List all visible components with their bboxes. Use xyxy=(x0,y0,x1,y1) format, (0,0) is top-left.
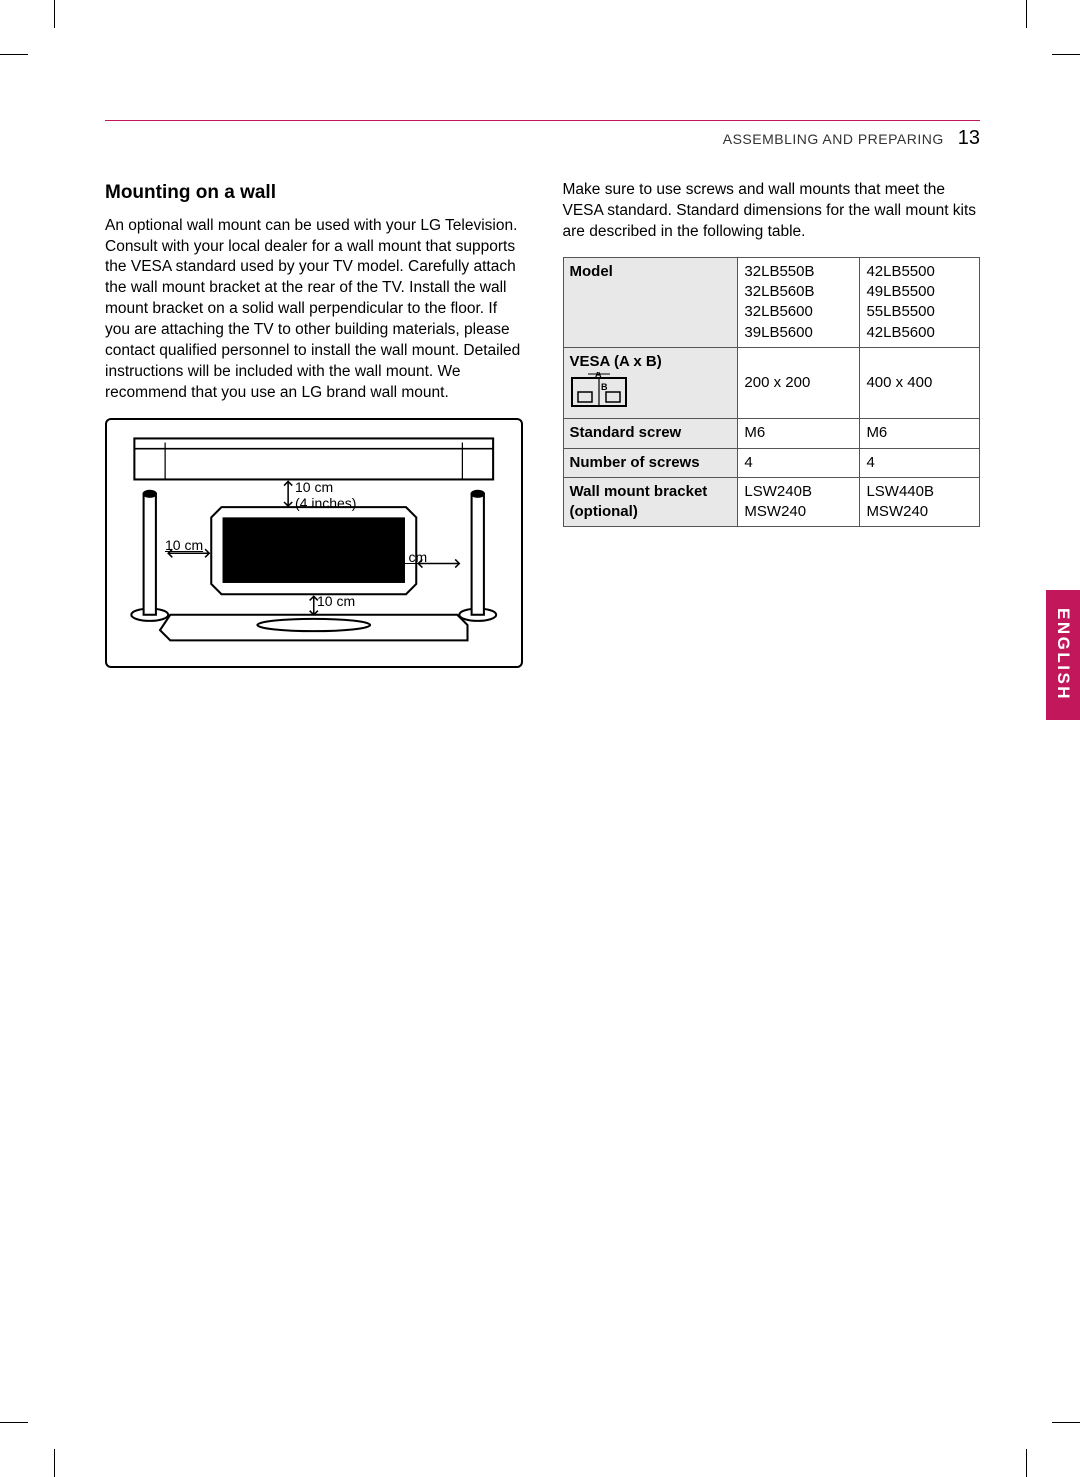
diagram-label-left: 10 cm xyxy=(165,536,203,555)
vesa-icon: A B xyxy=(570,372,628,408)
model-header: Model xyxy=(563,257,738,347)
screw-col2: M6 xyxy=(860,419,980,448)
vesa-intro: Make sure to use screws and wall mounts … xyxy=(563,180,981,243)
bracket-col1: LSW240B MSW240 xyxy=(738,477,860,527)
svg-text:A: A xyxy=(595,372,602,379)
language-label: ENGLISH xyxy=(1053,608,1073,701)
language-tab: ENGLISH xyxy=(1046,590,1080,720)
table-row: VESA (A x B) A B 200 x 200 400 x 400 xyxy=(563,347,980,419)
right-column: Make sure to use screws and wall mounts … xyxy=(563,180,981,668)
left-column: Mounting on a wall An optional wall moun… xyxy=(105,180,523,668)
vesa-col1: 200 x 200 xyxy=(738,347,860,419)
header-page-number: 13 xyxy=(958,127,980,150)
vesa-label: VESA (A x B) xyxy=(570,352,732,372)
diagram-label-top-sub: (4 inches) xyxy=(295,494,356,513)
screw-col1: M6 xyxy=(738,419,860,448)
section-title: Mounting on a wall xyxy=(105,180,523,206)
vesa-col2: 400 x 400 xyxy=(860,347,980,419)
header-rule xyxy=(105,120,980,121)
numscrews-col2: 4 xyxy=(860,448,980,477)
table-row: Standard screw M6 M6 xyxy=(563,419,980,448)
svg-text:B: B xyxy=(601,382,608,392)
wall-mount-diagram: 10 cm (4 inches) 10 cm 10 cm 10 cm xyxy=(105,418,523,668)
page-content: ASSEMBLING AND PREPARING 13 Mounting on … xyxy=(105,120,980,668)
bracket-header: Wall mount bracket (optional) xyxy=(563,477,738,527)
diagram-label-bottom: 10 cm xyxy=(317,592,355,611)
model-col1: 32LB550B 32LB560B 32LB5600 39LB5600 xyxy=(738,257,860,347)
screw-header: Standard screw xyxy=(563,419,738,448)
mounting-paragraph: An optional wall mount can be used with … xyxy=(105,216,523,404)
table-row: Model 32LB550B 32LB560B 32LB5600 39LB560… xyxy=(563,257,980,347)
vesa-table: Model 32LB550B 32LB560B 32LB5600 39LB560… xyxy=(563,257,981,528)
page-header: ASSEMBLING AND PREPARING 13 xyxy=(105,127,980,150)
numscrews-col1: 4 xyxy=(738,448,860,477)
diagram-label-right: 10 cm xyxy=(389,548,427,567)
bracket-col2: LSW440B MSW240 xyxy=(860,477,980,527)
vesa-header: VESA (A x B) A B xyxy=(563,347,738,419)
table-row: Number of screws 4 4 xyxy=(563,448,980,477)
header-section-label: ASSEMBLING AND PREPARING xyxy=(723,131,944,147)
table-row: Wall mount bracket (optional) LSW240B MS… xyxy=(563,477,980,527)
content-columns: Mounting on a wall An optional wall moun… xyxy=(105,180,980,668)
model-col2: 42LB5500 49LB5500 55LB5500 42LB5600 xyxy=(860,257,980,347)
numscrews-header: Number of screws xyxy=(563,448,738,477)
